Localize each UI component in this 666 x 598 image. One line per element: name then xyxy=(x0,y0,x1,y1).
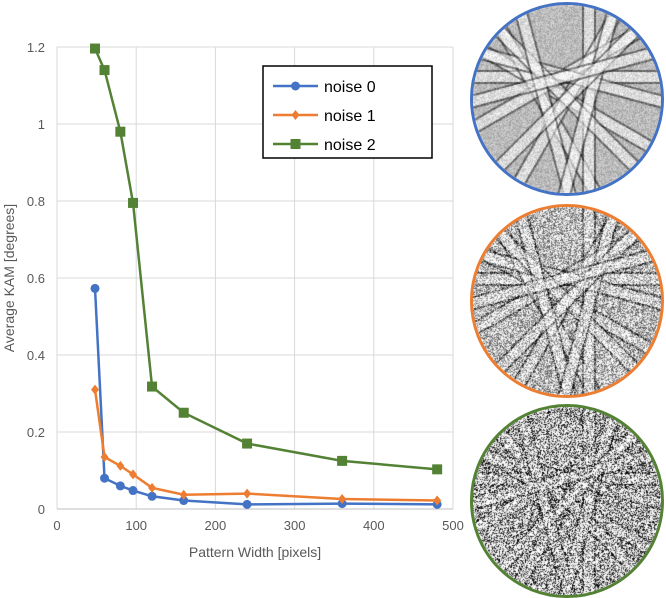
kam-chart: 0 100 200 300 400 500 0 0.2 0.4 0.6 0.8 1 1.2 Patter… xyxy=(1,40,464,560)
y-tick-label: 0.4 xyxy=(27,348,45,363)
data-point xyxy=(116,460,125,471)
data-point xyxy=(242,438,253,449)
data-point xyxy=(90,283,100,293)
data-point xyxy=(128,197,139,208)
data-point xyxy=(178,407,189,418)
pattern-noise-2 xyxy=(470,404,664,598)
y-tick-label: 0.6 xyxy=(27,271,45,286)
data-point xyxy=(91,384,100,395)
y-axis-label: Average KAM [degrees] xyxy=(1,204,17,352)
data-point xyxy=(338,493,347,504)
x-tick-label: 0 xyxy=(53,518,60,533)
x-tick-label: 400 xyxy=(363,518,385,533)
data-point xyxy=(115,481,125,491)
data-point xyxy=(433,495,442,506)
legend-label: noise 0 xyxy=(324,79,376,96)
series-line-noise-1 xyxy=(93,389,438,502)
data-point xyxy=(179,496,189,506)
x-axis-label: Pattern Width [pixels] xyxy=(189,544,321,560)
pattern-noise-0 xyxy=(470,2,664,196)
data-point xyxy=(128,486,138,496)
data-point xyxy=(129,469,138,480)
x-tick-label: 200 xyxy=(205,518,227,533)
y-tick-label: 0.2 xyxy=(27,425,45,440)
legend-marker xyxy=(291,81,300,91)
x-tick-label: 100 xyxy=(125,518,147,533)
data-point xyxy=(115,126,126,137)
data-point xyxy=(147,381,158,392)
data-point xyxy=(243,488,252,499)
data-point xyxy=(99,65,110,76)
legend-marker xyxy=(291,110,300,120)
data-point xyxy=(100,473,110,483)
data-point xyxy=(337,455,348,466)
data-point xyxy=(432,464,443,475)
y-tick-label: 1.2 xyxy=(27,40,45,55)
legend-label: noise 2 xyxy=(324,137,376,154)
data-point xyxy=(100,452,109,463)
x-tick-label: 500 xyxy=(442,518,464,533)
legend-label: noise 1 xyxy=(324,108,376,125)
data-point xyxy=(242,499,252,509)
pattern-noise-1 xyxy=(470,204,664,398)
legend-marker xyxy=(290,139,301,149)
data-point xyxy=(148,482,157,493)
legend: noise 0 noise 1 noise 2 xyxy=(262,65,433,159)
data-point xyxy=(147,491,157,501)
y-tick-label: 0.8 xyxy=(27,194,45,209)
x-tick-label: 300 xyxy=(284,518,306,533)
data-point xyxy=(90,43,101,54)
y-tick-label: 0 xyxy=(38,502,45,517)
data-point xyxy=(179,489,188,500)
y-tick-label: 1 xyxy=(38,117,45,132)
